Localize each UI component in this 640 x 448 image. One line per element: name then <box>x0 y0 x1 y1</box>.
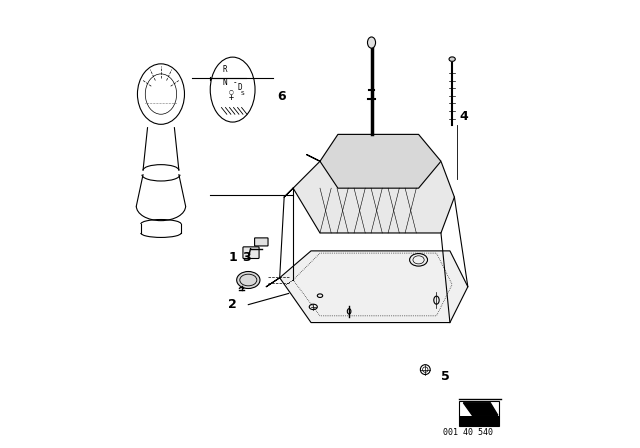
Text: N: N <box>222 78 227 87</box>
Text: S: S <box>241 90 244 96</box>
Polygon shape <box>284 161 454 233</box>
Text: ○: ○ <box>229 89 234 95</box>
Text: 001 40 540: 001 40 540 <box>443 428 493 437</box>
Text: 1: 1 <box>228 251 237 264</box>
Polygon shape <box>463 403 498 415</box>
Polygon shape <box>266 251 468 323</box>
Bar <box>459 416 499 426</box>
FancyBboxPatch shape <box>255 238 268 246</box>
Ellipse shape <box>237 271 260 289</box>
Text: 2: 2 <box>228 298 237 311</box>
Bar <box>459 401 499 426</box>
Ellipse shape <box>449 57 455 61</box>
Text: +: + <box>228 93 234 102</box>
FancyBboxPatch shape <box>243 247 259 258</box>
Text: R: R <box>222 65 227 74</box>
Text: 6: 6 <box>278 90 286 103</box>
Text: 5: 5 <box>441 370 450 383</box>
Text: 4: 4 <box>459 110 468 123</box>
Text: 3: 3 <box>242 251 250 264</box>
Text: -: - <box>232 78 237 87</box>
Ellipse shape <box>367 37 376 48</box>
Polygon shape <box>307 134 441 188</box>
Text: D: D <box>237 83 242 92</box>
